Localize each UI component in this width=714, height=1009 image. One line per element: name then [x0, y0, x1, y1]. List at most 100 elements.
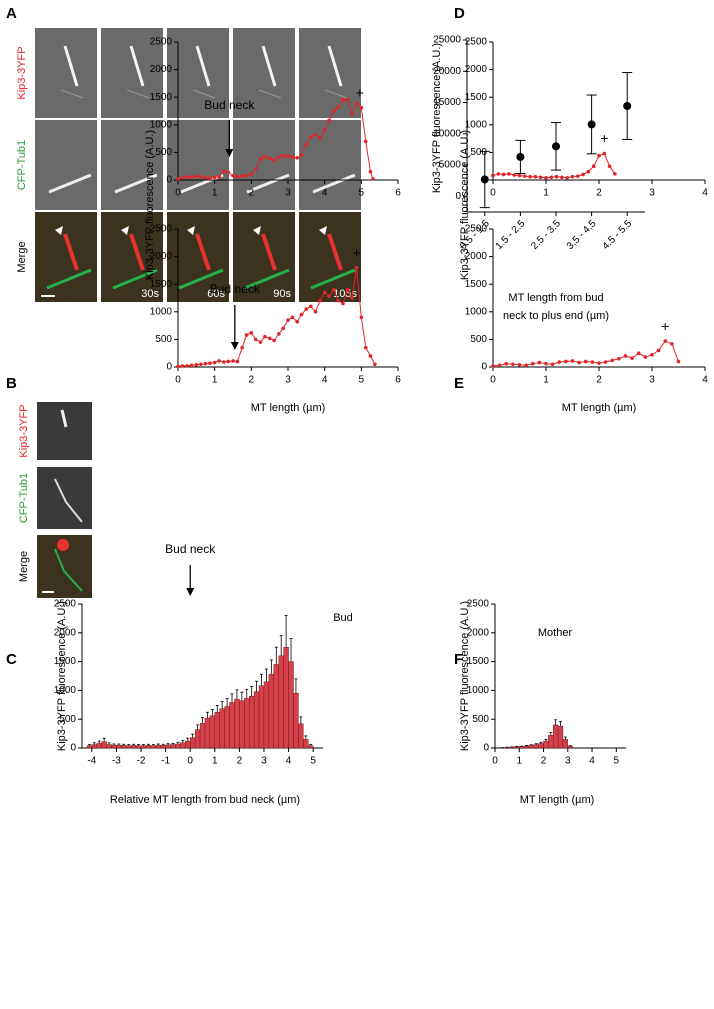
bar: [298, 723, 304, 749]
point: [240, 174, 244, 178]
point: [267, 156, 272, 161]
point: [277, 155, 281, 159]
bar: [121, 745, 127, 749]
signal: [327, 233, 343, 271]
signal: [112, 268, 158, 290]
x-tick-label: 3: [285, 188, 291, 199]
x-tick-label: 2: [237, 756, 243, 767]
y-tick-label: 2000: [150, 251, 173, 262]
point: [549, 175, 554, 180]
bar: [106, 744, 112, 749]
point: [597, 153, 601, 158]
bar: [283, 647, 289, 749]
point: [313, 132, 318, 137]
point: [554, 174, 559, 179]
point: [299, 153, 304, 157]
x-tick-label: 0: [492, 756, 498, 767]
bar: [303, 739, 309, 749]
point: [623, 354, 628, 358]
point: [253, 337, 258, 342]
point: [528, 174, 532, 179]
point: [212, 360, 217, 365]
arrowhead: [121, 226, 129, 235]
point: [670, 342, 674, 346]
bar: [214, 712, 220, 749]
point: [253, 167, 258, 171]
y-tick-label: 1500: [465, 92, 488, 103]
x-tick-label: 4: [322, 375, 328, 386]
point: [258, 157, 263, 161]
point: [368, 169, 373, 174]
bar: [145, 745, 152, 749]
bar: [229, 702, 235, 749]
point: [373, 362, 377, 367]
micrograph: [233, 28, 295, 118]
x-tick-label: 4.5 - 5.5: [600, 218, 634, 252]
bar: [273, 664, 279, 749]
x-axis-label: neck to plus end (µm): [503, 310, 609, 322]
point: [550, 362, 555, 367]
y-tick-label: 1500: [465, 279, 488, 290]
point: [189, 175, 194, 180]
x-axis-label: MT length (µm): [520, 794, 595, 806]
x-tick-label: 5: [359, 375, 365, 386]
point: [564, 359, 568, 364]
point: [263, 155, 267, 159]
point: [304, 142, 309, 147]
micrograph: [167, 28, 229, 118]
y-tick-label: 0: [483, 743, 489, 754]
bar: [308, 745, 314, 749]
signal: [57, 539, 69, 551]
annotation: Bud neck: [165, 542, 216, 556]
x-tick-label: 5: [310, 756, 316, 767]
bar: [263, 681, 270, 749]
point: [491, 173, 495, 178]
row-label: CFP-Tub1: [16, 140, 28, 190]
y-axis-label: Kip3-3YFP fluorescence (A.U.): [56, 601, 68, 751]
bar: [528, 745, 535, 749]
y-tick-label: 25000: [433, 35, 461, 46]
bar: [278, 655, 284, 749]
bar: [239, 700, 245, 749]
signal: [63, 233, 79, 271]
x-tick-label: 4: [589, 756, 595, 767]
signal: [54, 548, 83, 592]
point: [249, 330, 254, 335]
micrograph: [233, 212, 295, 302]
point: [354, 102, 359, 106]
y-tick-label: 0: [455, 191, 461, 202]
panel-label: E: [454, 375, 464, 392]
x-tick-label: 2: [596, 375, 602, 386]
x-tick-label: 3: [649, 375, 655, 386]
x-tick-label: 3: [261, 756, 267, 767]
bar: [548, 735, 554, 749]
x-tick-label: 1: [212, 188, 218, 199]
point: [222, 169, 226, 173]
y-axis-label: Kip3-3YFP fluorescence (A.U.): [459, 601, 471, 751]
annotation: Bud neck: [210, 282, 261, 296]
y-tick-label: 500: [155, 147, 172, 158]
arrowhead: [253, 226, 261, 235]
x-tick-label: 0: [175, 188, 181, 199]
point: [359, 105, 364, 110]
point: [363, 139, 368, 144]
point: [576, 174, 580, 178]
point: [560, 175, 564, 180]
point: [231, 359, 235, 363]
point: [235, 174, 240, 179]
point: [286, 154, 290, 159]
point: [286, 318, 290, 322]
point: [272, 338, 276, 343]
point: [231, 173, 235, 178]
point: [610, 358, 615, 363]
panel-label: F: [454, 651, 463, 668]
point: [507, 172, 511, 176]
point: [240, 345, 244, 350]
signal: [178, 268, 224, 290]
y-tick-label: 0: [70, 743, 76, 754]
y-tick-label: 0: [166, 175, 172, 186]
bar: [126, 745, 132, 749]
y-tick-label: 2500: [467, 599, 490, 610]
point: [322, 290, 327, 295]
